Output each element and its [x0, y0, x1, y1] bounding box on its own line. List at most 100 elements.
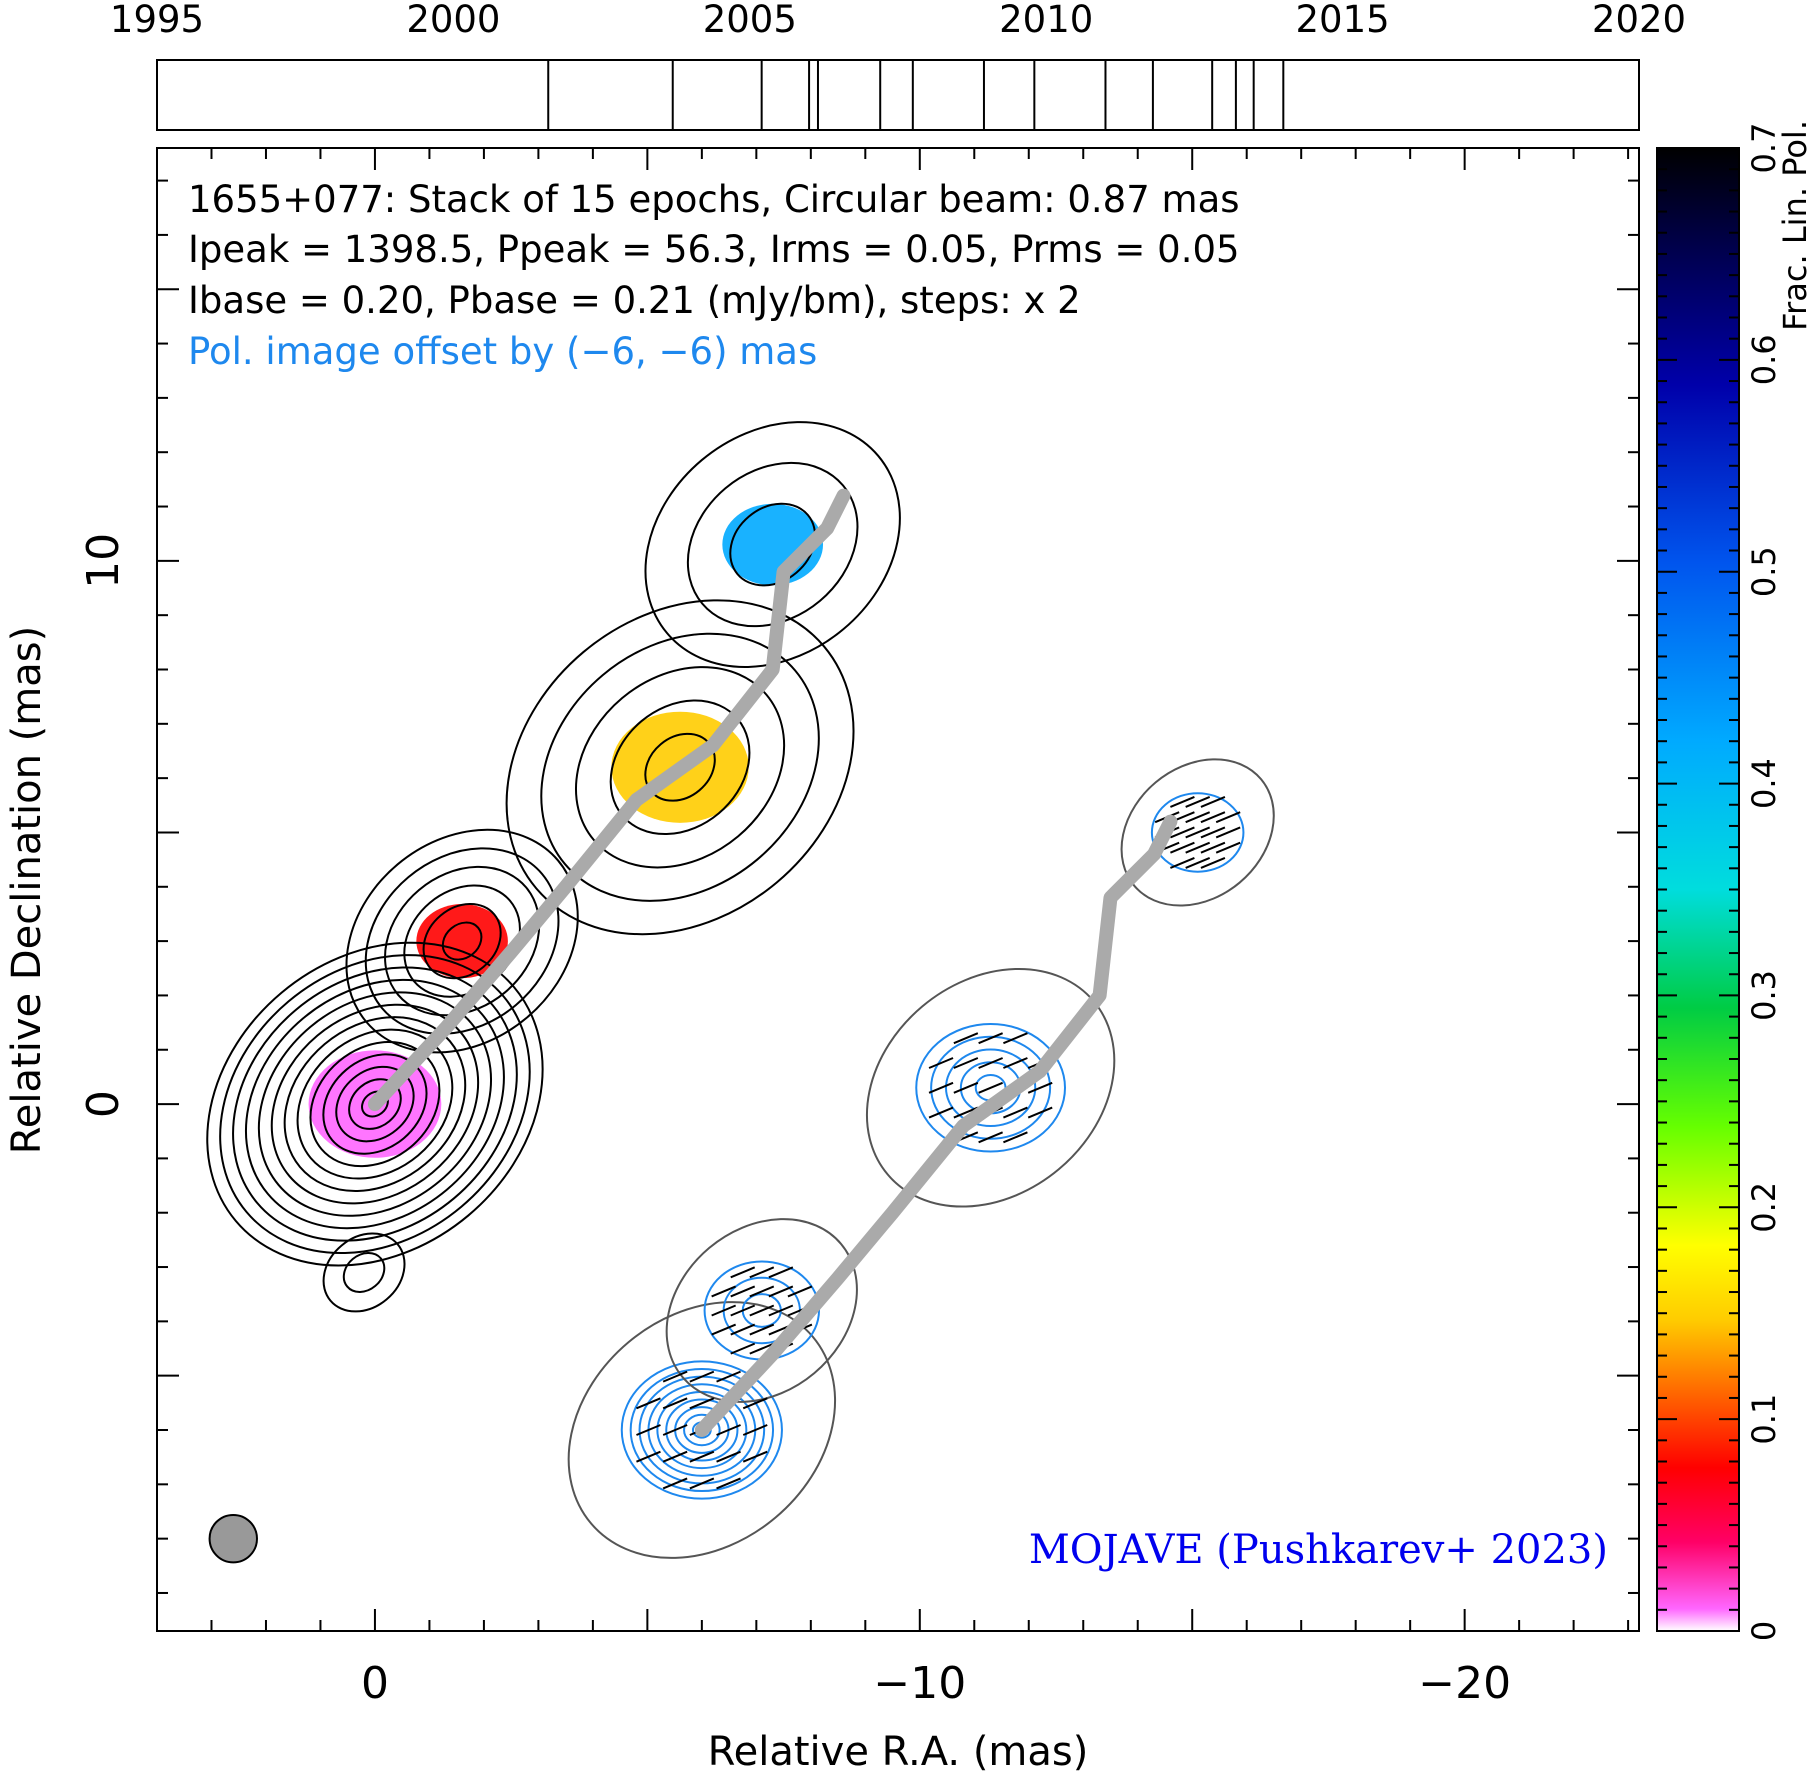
- stokes-i-contour: [644, 421, 901, 668]
- evpa-stick: [1003, 1131, 1028, 1144]
- evpa-stick: [636, 1450, 661, 1463]
- pol-contour: [930, 1035, 1052, 1140]
- evpa-stick: [730, 1285, 756, 1298]
- header-line-3: Ibase = 0.20, Pbase = 0.21 (mJy/bm), ste…: [188, 279, 1081, 322]
- y-axis-label: Relative Declination (mas): [4, 626, 50, 1154]
- stokes-i-contour: [219, 954, 531, 1255]
- evpa-stick: [1003, 1032, 1028, 1045]
- colorbar-ticks: [1657, 147, 1739, 1632]
- evpa-stick: [1027, 1106, 1053, 1119]
- evpa-stick: [749, 1304, 775, 1317]
- evpa-stick: [768, 1304, 794, 1317]
- evpa-stick: [662, 1450, 688, 1463]
- pol-contour: [1150, 792, 1245, 873]
- evpa-stick: [953, 1106, 979, 1119]
- evpa-stick: [1185, 857, 1211, 869]
- header-line-2: Ipeak = 1398.5, Ppeak = 56.3, Irms = 0.0…: [188, 228, 1240, 271]
- evpa-stick: [711, 1323, 737, 1336]
- evpa-stick: [928, 1081, 954, 1094]
- evpa-stick: [953, 1081, 979, 1094]
- evpa-stick: [953, 1057, 979, 1069]
- epoch-ticklabel: 2020: [1592, 0, 1686, 41]
- map-frame: [156, 147, 1640, 1632]
- evpa-stick: [953, 1032, 979, 1045]
- evpa-stick: [749, 1266, 775, 1279]
- map-panel: 0 −10 −20 0 10 1655+077: Stack of 15 epochs…: [4, 147, 1640, 1775]
- evpa-stick: [1215, 826, 1241, 839]
- header-line-1: 1655+077: Stack of 15 epochs, Circular b…: [188, 178, 1240, 221]
- colorbar-ticklabel: 0.2: [1745, 1182, 1783, 1233]
- evpa-stick: [716, 1424, 741, 1436]
- evpa-stick: [978, 1057, 1004, 1069]
- stokes-i-contour: [384, 865, 541, 1017]
- evpa-stick: [730, 1323, 756, 1336]
- ridgeline: [367, 488, 1178, 1438]
- x-ticklabel: 0: [361, 1658, 389, 1709]
- epoch-ticklabel: 1995: [110, 0, 204, 41]
- evpa-stick: [662, 1370, 688, 1383]
- evpa-stick: [742, 1424, 768, 1436]
- evpa-stick: [711, 1304, 737, 1317]
- evpa-stick: [636, 1397, 661, 1410]
- colorbar-ticklabel: 0.5: [1745, 546, 1783, 597]
- stokes-i-contour: [422, 903, 502, 980]
- epoch-ticklabel: 2000: [406, 0, 500, 41]
- evpa-stick: [730, 1304, 756, 1317]
- pol-contour: [665, 1398, 739, 1462]
- colorbar-ticklabel: 0.3: [1745, 970, 1783, 1021]
- evpa-stick: [768, 1266, 794, 1279]
- evpa-stick: [1027, 1081, 1053, 1094]
- evpa-stick: [978, 1131, 1004, 1144]
- pol-outline-contour: [665, 1218, 858, 1403]
- y-ticklabel: 10: [78, 533, 129, 589]
- evpa-stick: [1200, 811, 1226, 824]
- beam-ellipse: [208, 1513, 258, 1564]
- evpa-stick: [662, 1424, 688, 1436]
- y-ticklabels: 0 10: [78, 533, 129, 1118]
- stokes-i-contour: [283, 1016, 467, 1192]
- evpa-stick: [768, 1285, 794, 1298]
- stokes-i-contour: [309, 1041, 441, 1168]
- stokes-i-contour: [441, 921, 483, 961]
- stokes-i-contour: [505, 599, 855, 936]
- colorbar-label: Frac. Lin. Pol.: [1776, 120, 1814, 331]
- colorbar-ticklabel: 0.4: [1745, 758, 1783, 809]
- stokes-i-contour: [342, 1251, 386, 1293]
- evpa-stick: [716, 1370, 741, 1383]
- evpa-stick: [1185, 811, 1211, 824]
- evpa-stick: [1170, 796, 1195, 808]
- evpa-stick: [730, 1342, 756, 1355]
- epoch-axis: 1995 2000 2005 2010 2015 2020: [110, 0, 1686, 131]
- pol-contour: [683, 1413, 721, 1447]
- evpa-stick: [716, 1477, 741, 1490]
- epoch-ticklabel: 2015: [1296, 0, 1390, 41]
- ridgeline-path: [367, 488, 851, 1112]
- stokes-i-contour: [686, 461, 859, 628]
- evpa-stick: [1185, 826, 1211, 839]
- evpa-stick: [1170, 857, 1195, 869]
- evpa-stick: [1185, 796, 1211, 808]
- stokes-i-contour: [232, 966, 518, 1242]
- epoch-ticklabel: 2010: [999, 0, 1093, 41]
- evpa-sticks: [636, 796, 1241, 1490]
- evpa-stick: [742, 1450, 768, 1463]
- evpa-stick: [636, 1424, 661, 1436]
- colorbar-ticklabel: 0.6: [1745, 334, 1783, 385]
- evpa-stick: [928, 1057, 954, 1069]
- evpa-stick: [730, 1266, 756, 1279]
- pol-contour: [945, 1048, 1037, 1128]
- evpa-stick: [689, 1397, 715, 1410]
- fpol-patch: [416, 904, 508, 979]
- y-ticklabel: 0: [78, 1090, 129, 1118]
- colorbar-ticklabel: 0: [1745, 1621, 1783, 1641]
- stokes-i-contour: [364, 847, 560, 1035]
- evpa-stick: [749, 1323, 775, 1336]
- stokes-i-contour: [296, 1028, 454, 1180]
- stokes-i-contour: [345, 828, 579, 1054]
- evpa-stick: [787, 1285, 813, 1298]
- evpa-stick: [689, 1370, 715, 1383]
- evpa-stick: [749, 1285, 775, 1298]
- pol-contour: [915, 1023, 1066, 1153]
- x-axis-label: Relative R.A. (mas): [708, 1729, 1089, 1775]
